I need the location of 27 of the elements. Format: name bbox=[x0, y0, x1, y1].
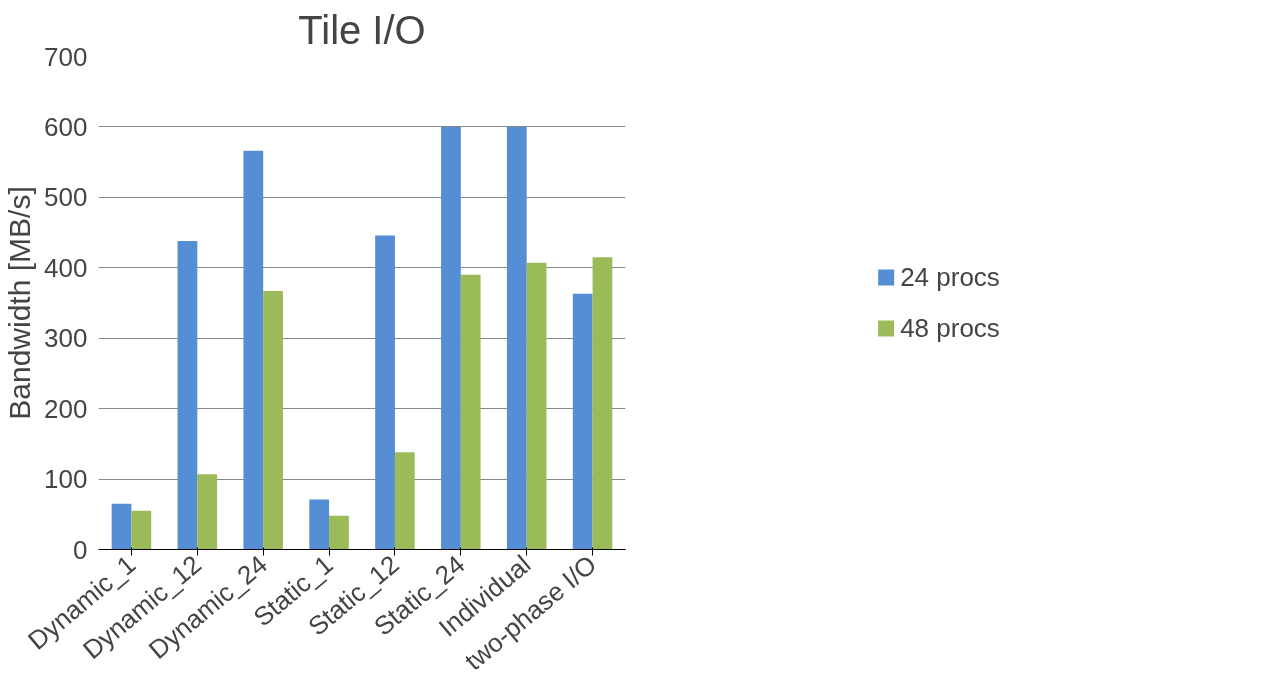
y-tick-label: 700 bbox=[44, 41, 88, 72]
legend-label: 24 procs bbox=[900, 261, 1000, 293]
bar bbox=[592, 257, 613, 550]
bar bbox=[506, 126, 527, 550]
bar bbox=[375, 235, 395, 550]
bar bbox=[131, 510, 152, 550]
chart-title: Tile I/O bbox=[298, 7, 426, 52]
legend-label: 48 procs bbox=[900, 312, 1000, 344]
bar bbox=[309, 499, 330, 550]
y-axis-title: Bandwidth [MB/s] bbox=[3, 186, 37, 420]
bar bbox=[526, 262, 547, 550]
bar bbox=[243, 150, 264, 550]
bar bbox=[111, 503, 132, 550]
y-tick-label: 100 bbox=[44, 464, 88, 495]
bar bbox=[441, 126, 461, 550]
y-tick-label: 200 bbox=[44, 393, 88, 424]
bar bbox=[263, 291, 283, 550]
bar bbox=[460, 274, 481, 550]
bar bbox=[329, 515, 349, 550]
y-tick-label: 400 bbox=[44, 252, 88, 283]
y-tick-label: 500 bbox=[44, 182, 88, 213]
y-tick-label: 300 bbox=[44, 323, 88, 354]
bar bbox=[177, 241, 198, 550]
bar bbox=[394, 452, 415, 550]
y-tick-label: 600 bbox=[44, 111, 88, 142]
bar bbox=[197, 474, 218, 550]
bar bbox=[572, 293, 593, 550]
